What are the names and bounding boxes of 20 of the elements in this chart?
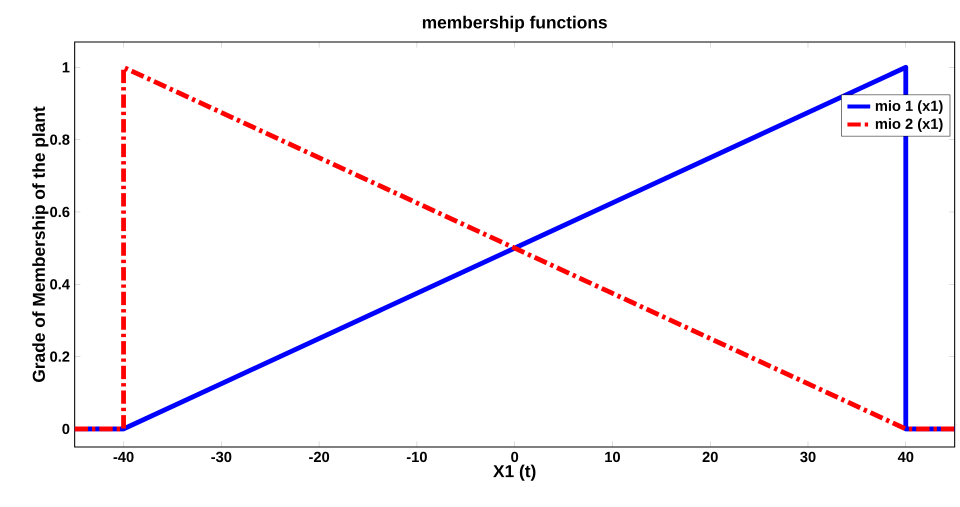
y-axis-title: Grade of Membership of the plant [32,106,48,382]
x-tick-label: -30 [211,452,232,462]
y-tick-label: 1 [62,62,70,72]
x-tick-label: 30 [800,452,816,462]
x-tick-label: 20 [702,452,718,462]
x-tick-label: 0 [511,452,518,462]
y-tick-label: 0 [62,424,70,434]
x-tick-label: -40 [114,452,134,462]
x-axis-title: X1 (t) [493,464,536,481]
legend-label: mio 1 (x1) [876,100,943,114]
x-tick-label: 40 [898,452,914,462]
chart-title: membership functions [422,16,607,32]
x-tick-label: -10 [406,452,427,462]
y-tick-label: 0.8 [50,134,70,145]
legend-label: mio 2 (x1) [876,118,943,132]
y-tick-label: 0.4 [50,279,70,290]
y-tick-label: 0.6 [50,206,70,218]
y-tick-label: 0.2 [50,351,70,362]
x-tick-label: -20 [309,452,330,462]
x-tick-label: 10 [605,452,620,462]
